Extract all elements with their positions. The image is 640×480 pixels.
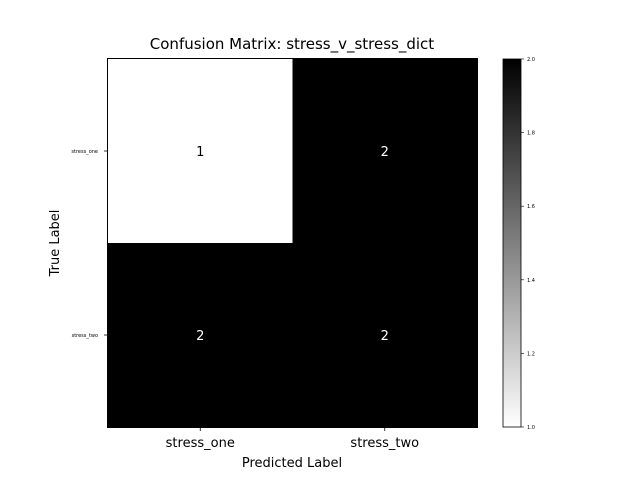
y-tick-label: stress_two bbox=[72, 333, 98, 339]
colorbar bbox=[502, 58, 522, 428]
colorbar-tick-label: 2.0 bbox=[527, 57, 535, 63]
y-tick-label: stress_one bbox=[71, 149, 98, 155]
x-axis-label: Predicted Label bbox=[242, 456, 342, 471]
x-axis-ticks: stress_one stress_two bbox=[166, 427, 419, 451]
plot-frame bbox=[107, 58, 478, 428]
colorbar-tick-label: 1.0 bbox=[527, 425, 535, 431]
heatmap-cell bbox=[292, 243, 478, 428]
cell-value-label: 2 bbox=[196, 329, 204, 344]
colorbar-tick-label: 1.8 bbox=[527, 131, 535, 137]
cell-value-label: 2 bbox=[381, 145, 389, 160]
cell-value-label: 1 bbox=[196, 145, 204, 160]
cell-value-label: 2 bbox=[381, 329, 389, 344]
colorbar-tick-label: 1.4 bbox=[527, 278, 535, 284]
x-tick-label: stress_two bbox=[350, 436, 419, 451]
x-tick-label: stress_one bbox=[166, 436, 235, 451]
heatmap-cell bbox=[108, 243, 293, 428]
y-axis-ticks: stress_one stress_two bbox=[71, 149, 108, 339]
colorbar-tick-label: 1.6 bbox=[527, 204, 535, 210]
y-axis-label: True Label bbox=[48, 210, 63, 278]
heatmap-cells: 1 2 2 2 bbox=[108, 59, 478, 428]
chart-title: Confusion Matrix: stress_v_stress_dict bbox=[150, 35, 435, 54]
heatmap-cell bbox=[292, 59, 478, 244]
colorbar-tick-label: 1.2 bbox=[527, 351, 535, 357]
heatmap-cell bbox=[108, 59, 293, 244]
colorbar-ticks: 1.0 1.2 1.4 1.6 1.8 2.0 bbox=[521, 57, 535, 431]
